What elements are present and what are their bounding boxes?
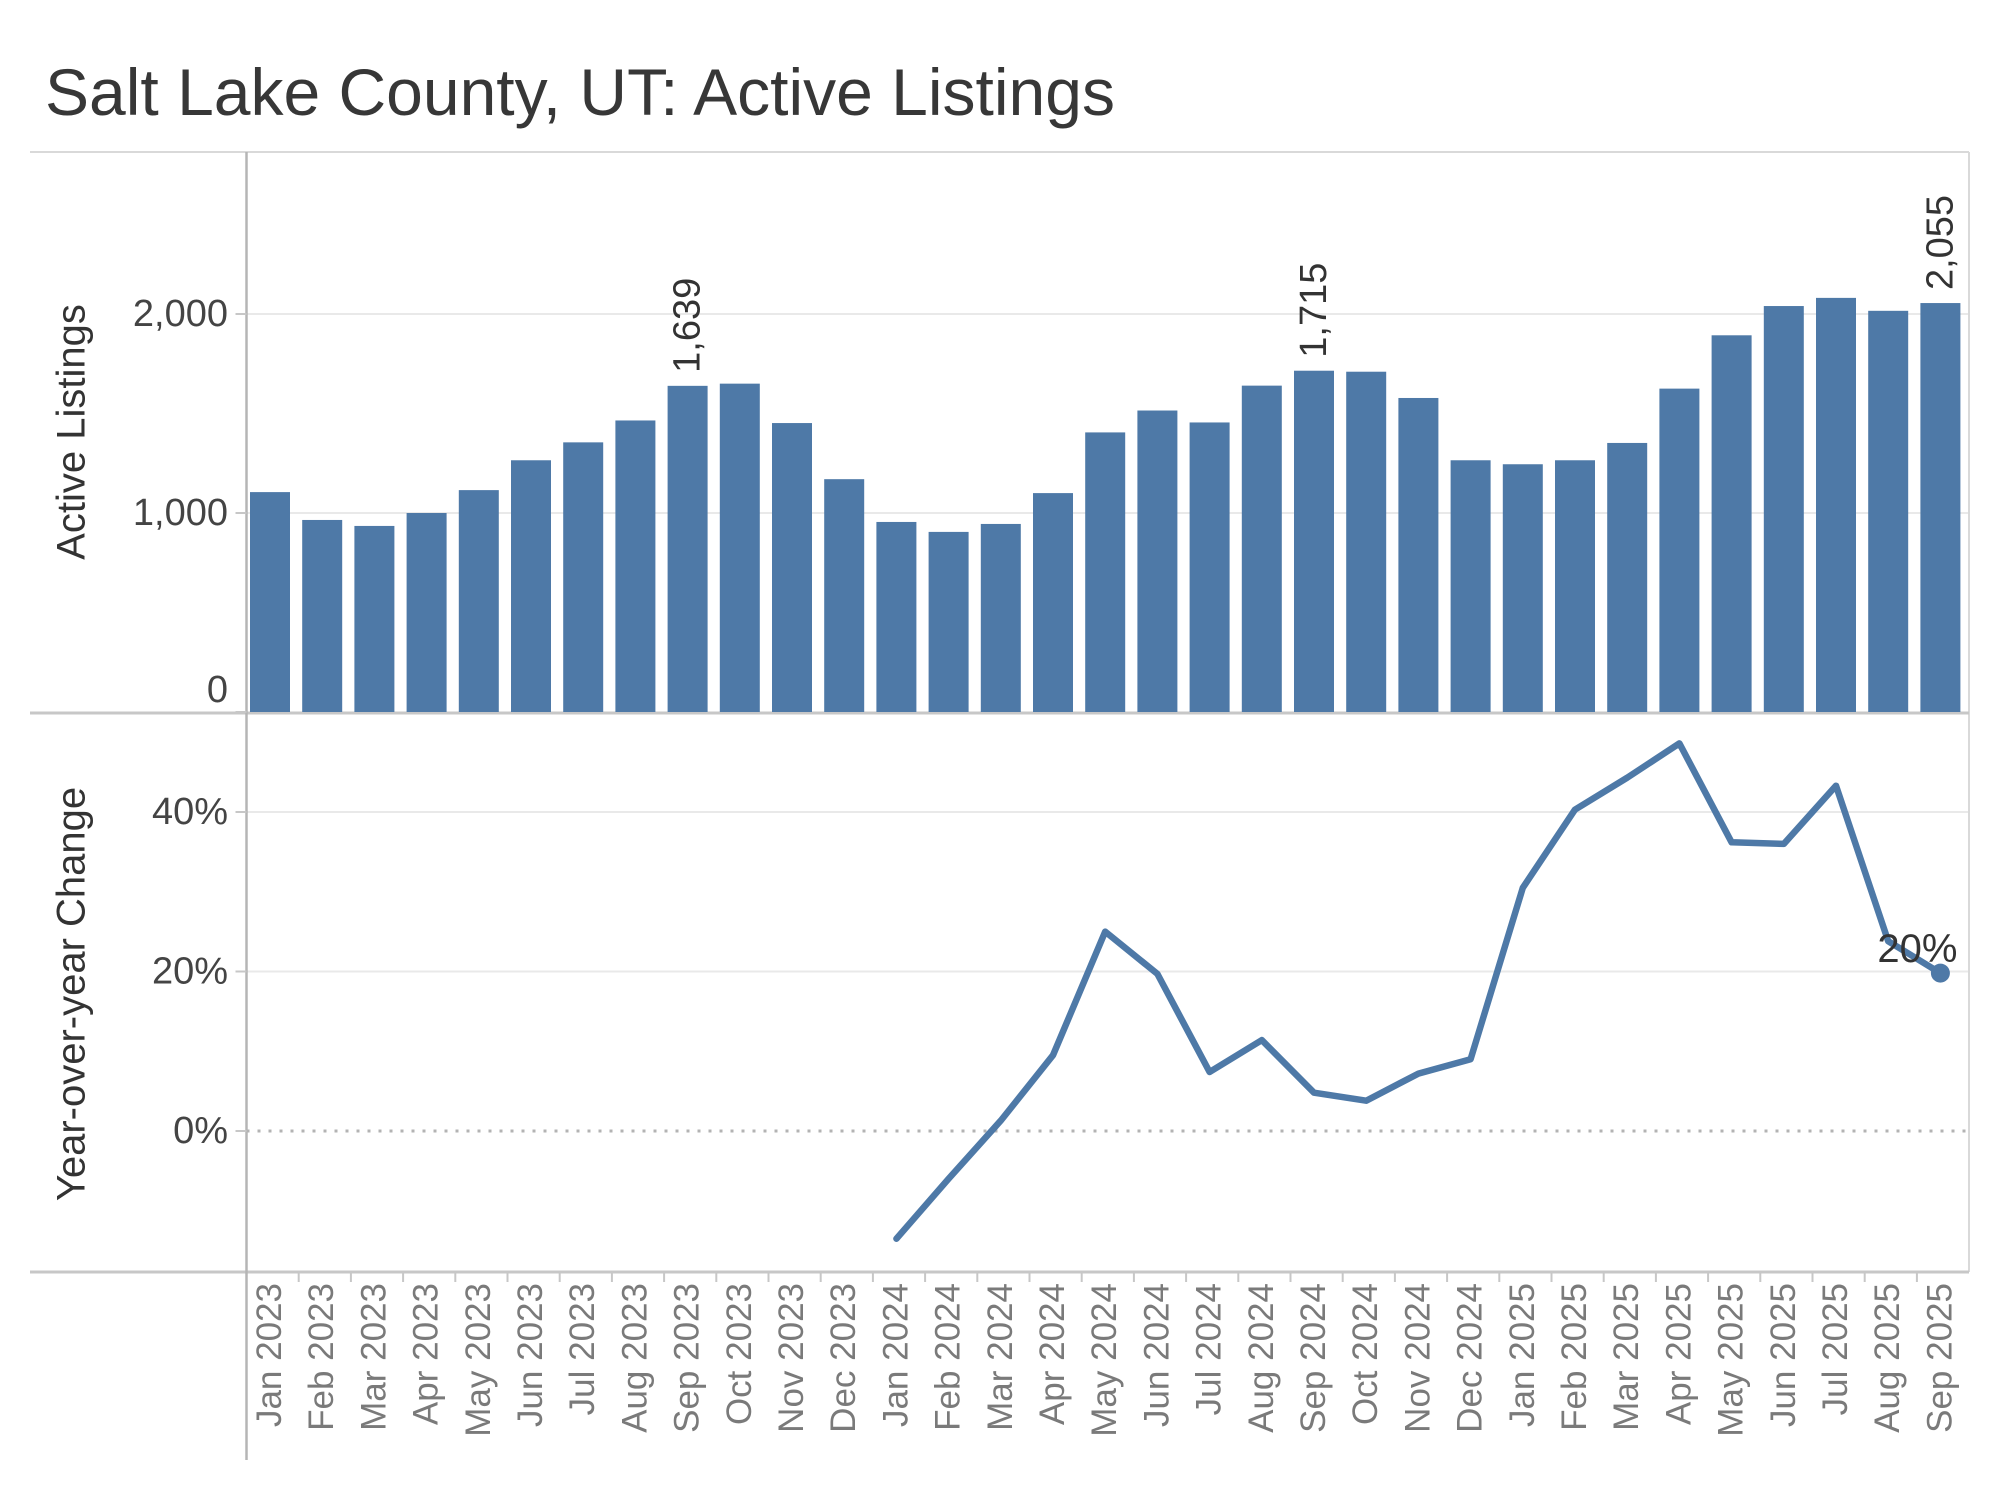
- x-tick-label-sep-2025: Sep 2025: [1920, 1283, 1959, 1433]
- bar-nov-2024[interactable]: [1398, 397, 1439, 712]
- x-tick-label-mar-2025: Mar 2025: [1607, 1283, 1646, 1431]
- y-tick-label-2,000: 2,000: [133, 293, 228, 335]
- bar-mar-2025[interactable]: [1607, 442, 1648, 712]
- y-tick-label-0: 0: [207, 669, 228, 711]
- x-tick-label-sep-2023: Sep 2023: [668, 1283, 707, 1433]
- yoy-change-line[interactable]: [893, 740, 1944, 1242]
- bar-value-label-sep-2025: 2,055: [1919, 195, 1961, 290]
- x-tick-label-nov-2023: Nov 2023: [772, 1283, 811, 1433]
- x-tick-label-jul-2024: Jul 2024: [1190, 1283, 1229, 1415]
- x-tick-label-oct-2023: Oct 2023: [720, 1283, 759, 1425]
- x-tick-label-feb-2023: Feb 2023: [302, 1283, 341, 1431]
- bar-jan-2023[interactable]: [250, 492, 290, 712]
- bar-sep-2024[interactable]: [1294, 370, 1334, 712]
- bar-feb-2023[interactable]: [302, 519, 343, 712]
- bar-jul-2024[interactable]: [1189, 422, 1230, 712]
- x-tick-label-jul-2023: Jul 2023: [563, 1283, 602, 1415]
- yoy-line-end-marker: [1930, 963, 1950, 983]
- bar-aug-2023[interactable]: [615, 420, 656, 712]
- bar-nov-2023[interactable]: [772, 423, 812, 712]
- y-tick-label-1,000: 1,000: [133, 492, 228, 534]
- bar-oct-2024[interactable]: [1346, 371, 1387, 712]
- bar-dec-2023[interactable]: [824, 479, 865, 712]
- y-tick-label-40%: 40%: [152, 791, 228, 833]
- bar-sep-2023[interactable]: [667, 385, 708, 712]
- x-tick-label-may-2024: May 2024: [1085, 1283, 1124, 1437]
- bar-apr-2024[interactable]: [1033, 493, 1073, 712]
- x-tick-label-aug-2025: Aug 2025: [1868, 1283, 1907, 1433]
- bar-jan-2024[interactable]: [876, 521, 917, 712]
- bar-mar-2023[interactable]: [354, 525, 395, 712]
- bar-feb-2024[interactable]: [928, 531, 969, 712]
- bar-oct-2023[interactable]: [719, 383, 760, 712]
- bar-aug-2024[interactable]: [1241, 385, 1282, 712]
- x-tick-label-jun-2024: Jun 2024: [1137, 1283, 1176, 1427]
- x-tick-label-jun-2023: Jun 2023: [511, 1283, 550, 1427]
- bar-apr-2023[interactable]: [406, 513, 447, 712]
- chart-title: Salt Lake County, UT: Active Listings: [45, 55, 1115, 129]
- bar-feb-2025[interactable]: [1555, 460, 1595, 712]
- bar-jul-2023[interactable]: [563, 442, 604, 712]
- bar-jan-2025[interactable]: [1502, 464, 1543, 712]
- bar-dec-2024[interactable]: [1450, 460, 1491, 712]
- bar-jul-2025[interactable]: [1816, 297, 1856, 712]
- bar-apr-2025[interactable]: [1659, 388, 1700, 712]
- x-tick-label-mar-2024: Mar 2024: [981, 1283, 1020, 1431]
- bar-value-label-sep-2024: 1,715: [1293, 263, 1335, 358]
- x-tick-label-jan-2023: Jan 2023: [250, 1283, 289, 1427]
- y-tick-label-0%: 0%: [173, 1110, 228, 1152]
- y-tick-label-20%: 20%: [152, 951, 228, 993]
- bar-may-2024[interactable]: [1085, 432, 1126, 712]
- x-tick-label-mar-2023: Mar 2023: [354, 1283, 393, 1431]
- x-tick-label-dec-2023: Dec 2023: [824, 1283, 863, 1433]
- yoy-end-value-label: 20%: [1877, 927, 1957, 971]
- bar-aug-2025[interactable]: [1868, 310, 1909, 712]
- x-tick-label-oct-2024: Oct 2024: [1346, 1283, 1385, 1425]
- x-tick-label-dec-2024: Dec 2024: [1451, 1283, 1490, 1433]
- x-tick-label-jan-2024: Jan 2024: [876, 1283, 915, 1427]
- x-tick-label-nov-2024: Nov 2024: [1398, 1283, 1437, 1433]
- x-tick-label-apr-2024: Apr 2024: [1033, 1283, 1072, 1425]
- x-tick-label-aug-2023: Aug 2023: [615, 1283, 654, 1433]
- bar-value-label-sep-2023: 1,639: [667, 278, 709, 373]
- bar-may-2025[interactable]: [1711, 335, 1752, 712]
- x-tick-label-feb-2024: Feb 2024: [929, 1283, 968, 1431]
- bar-sep-2025[interactable]: [1920, 303, 1961, 712]
- x-tick-label-jan-2025: Jan 2025: [1503, 1283, 1542, 1427]
- bar-mar-2024[interactable]: [980, 523, 1021, 712]
- bar-jun-2024[interactable]: [1137, 410, 1178, 712]
- x-tick-label-aug-2024: Aug 2024: [1242, 1283, 1281, 1433]
- x-tick-label-may-2023: May 2023: [459, 1283, 498, 1437]
- bar-may-2023[interactable]: [458, 490, 499, 712]
- x-tick-label-apr-2025: Apr 2025: [1659, 1283, 1698, 1425]
- x-tick-label-apr-2023: Apr 2023: [407, 1283, 446, 1425]
- x-tick-label-jul-2025: Jul 2025: [1816, 1283, 1855, 1415]
- bar-jun-2023[interactable]: [511, 460, 551, 712]
- x-tick-label-sep-2024: Sep 2024: [1294, 1283, 1333, 1433]
- x-tick-label-may-2025: May 2025: [1712, 1283, 1751, 1437]
- x-tick-label-feb-2025: Feb 2025: [1555, 1283, 1594, 1431]
- bar-jun-2025[interactable]: [1763, 306, 1804, 712]
- x-tick-label-jun-2025: Jun 2025: [1764, 1283, 1803, 1427]
